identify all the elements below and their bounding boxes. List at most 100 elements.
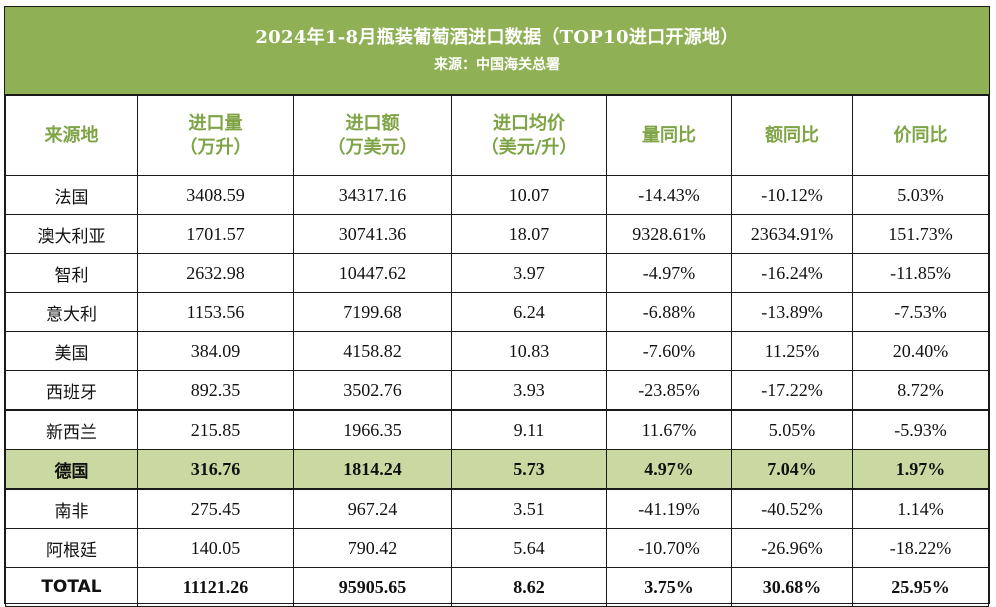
table-title: 2024年1-8月瓶装葡萄酒进口数据（TOP10进口开源地） bbox=[255, 27, 739, 48]
volume-yoy-cell: 11.67% bbox=[606, 409, 732, 450]
origin-cell: TOTAL bbox=[5, 567, 138, 607]
table-row: 澳大利亚 1701.57 30741.36 18.07 9328.61% 23634.91… bbox=[5, 214, 989, 254]
origin-cell: 澳大利亚 bbox=[5, 214, 138, 254]
table-row: 美国 384.09 4158.82 10.83 -7.60% 11.25% 20.40% bbox=[5, 331, 989, 371]
avg-price-cell: 8.62 bbox=[451, 567, 607, 607]
header-row: 来源地 进口量 （万升） 进口额 （万美元） 进口均价 （美元/升） 量同比 额同比 … bbox=[5, 95, 989, 176]
volume-yoy-cell: -7.60% bbox=[606, 331, 732, 371]
origin-cell: 西班牙 bbox=[5, 370, 138, 411]
origin-cell: 美国 bbox=[5, 331, 138, 371]
price-yoy-cell: 5.03% bbox=[852, 175, 989, 215]
value-yoy-cell: -13.89% bbox=[731, 292, 853, 332]
volume-cell: 3408.59 bbox=[137, 175, 294, 215]
total-row: TOTAL 11121.26 95905.65 8.62 3.75% 30.68% 25.9… bbox=[5, 567, 989, 607]
value-cell: 10447.62 bbox=[293, 253, 452, 293]
value-yoy-cell: 30.68% bbox=[731, 567, 853, 607]
value-cell: 4158.82 bbox=[293, 331, 452, 371]
avg-price-cell: 3.93 bbox=[451, 370, 607, 411]
price-yoy-cell: 8.72% bbox=[852, 370, 989, 411]
wine-import-table-frame: 2024年1-8月瓶装葡萄酒进口数据（TOP10进口开源地） 来源：中国海关总署… bbox=[4, 6, 990, 607]
volume-yoy-cell: -41.19% bbox=[606, 488, 732, 529]
value-yoy-cell: 7.04% bbox=[731, 449, 853, 490]
value-cell: 7199.68 bbox=[293, 292, 452, 332]
origin-cell: 新西兰 bbox=[5, 409, 138, 450]
table-row: 德国 316.76 1814.24 5.73 4.97% 7.04% 1.97% bbox=[5, 449, 989, 490]
avg-price-cell: 3.97 bbox=[451, 253, 607, 293]
volume-yoy-cell: 3.75% bbox=[606, 567, 732, 607]
table-row: 法国 3408.59 34317.16 10.07 -14.43% -10.12% 5.03… bbox=[5, 175, 989, 215]
volume-yoy-cell: -14.43% bbox=[606, 175, 732, 215]
origin-cell: 南非 bbox=[5, 488, 138, 529]
price-yoy-cell: -18.22% bbox=[852, 528, 989, 568]
price-yoy-cell: -7.53% bbox=[852, 292, 989, 332]
origin-cell: 智利 bbox=[5, 253, 138, 293]
value-cell: 34317.16 bbox=[293, 175, 452, 215]
col-header-value-yoy: 额同比 bbox=[731, 95, 853, 176]
value-yoy-cell: -40.52% bbox=[731, 488, 853, 529]
value-yoy-cell: -17.22% bbox=[731, 370, 853, 411]
price-yoy-cell: -5.93% bbox=[852, 409, 989, 450]
avg-price-cell: 3.51 bbox=[451, 488, 607, 529]
volume-cell: 11121.26 bbox=[137, 567, 294, 607]
value-cell: 1814.24 bbox=[293, 449, 452, 490]
volume-yoy-cell: -4.97% bbox=[606, 253, 732, 293]
volume-cell: 1701.57 bbox=[137, 214, 294, 254]
value-cell: 30741.36 bbox=[293, 214, 452, 254]
price-yoy-cell: 20.40% bbox=[852, 331, 989, 371]
volume-cell: 384.09 bbox=[137, 331, 294, 371]
value-cell: 790.42 bbox=[293, 528, 452, 568]
value-cell: 3502.76 bbox=[293, 370, 452, 411]
value-yoy-cell: 23634.91% bbox=[731, 214, 853, 254]
volume-yoy-cell: 9328.61% bbox=[606, 214, 732, 254]
volume-cell: 215.85 bbox=[137, 409, 294, 450]
col-header-avg-price: 进口均价 （美元/升） bbox=[451, 95, 607, 176]
import-data-table: 来源地 进口量 （万升） 进口额 （万美元） 进口均价 （美元/升） 量同比 额同比 … bbox=[5, 95, 989, 607]
origin-cell: 意大利 bbox=[5, 292, 138, 332]
value-yoy-cell: 11.25% bbox=[731, 331, 853, 371]
price-yoy-cell: -11.85% bbox=[852, 253, 989, 293]
col-header-volume-yoy: 量同比 bbox=[606, 95, 732, 176]
value-yoy-cell: 5.05% bbox=[731, 409, 853, 450]
avg-price-cell: 6.24 bbox=[451, 292, 607, 332]
table-body: 法国 3408.59 34317.16 10.07 -14.43% -10.12% 5.03… bbox=[5, 175, 989, 607]
volume-cell: 140.05 bbox=[137, 528, 294, 568]
volume-cell: 316.76 bbox=[137, 449, 294, 490]
origin-cell: 德国 bbox=[5, 449, 138, 490]
table-row: 南非 275.45 967.24 3.51 -41.19% -40.52% 1.14% bbox=[5, 488, 989, 529]
value-cell: 1966.35 bbox=[293, 409, 452, 450]
table-title-bar: 2024年1-8月瓶装葡萄酒进口数据（TOP10进口开源地） 来源：中国海关总署 bbox=[5, 7, 989, 95]
avg-price-cell: 10.83 bbox=[451, 331, 607, 371]
volume-cell: 2632.98 bbox=[137, 253, 294, 293]
volume-yoy-cell: -23.85% bbox=[606, 370, 732, 411]
avg-price-cell: 5.64 bbox=[451, 528, 607, 568]
avg-price-cell: 10.07 bbox=[451, 175, 607, 215]
volume-yoy-cell: -6.88% bbox=[606, 292, 732, 332]
table-row: 智利 2632.98 10447.62 3.97 -4.97% -16.24% -11.85… bbox=[5, 253, 989, 293]
volume-yoy-cell: 4.97% bbox=[606, 449, 732, 490]
data-source: 来源：中国海关总署 bbox=[434, 57, 560, 73]
table-row: 新西兰 215.85 1966.35 9.11 11.67% 5.05% -5.93% bbox=[5, 409, 989, 450]
value-cell: 95905.65 bbox=[293, 567, 452, 607]
volume-cell: 275.45 bbox=[137, 488, 294, 529]
value-yoy-cell: -10.12% bbox=[731, 175, 853, 215]
avg-price-cell: 9.11 bbox=[451, 409, 607, 450]
table-row: 意大利 1153.56 7199.68 6.24 -6.88% -13.89% -7.53% bbox=[5, 292, 989, 332]
price-yoy-cell: 25.95% bbox=[852, 567, 989, 607]
value-yoy-cell: -26.96% bbox=[731, 528, 853, 568]
table-row: 西班牙 892.35 3502.76 3.93 -23.85% -17.22% 8.72% bbox=[5, 370, 989, 411]
avg-price-cell: 5.73 bbox=[451, 449, 607, 490]
volume-yoy-cell: -10.70% bbox=[606, 528, 732, 568]
col-header-value: 进口额 （万美元） bbox=[293, 95, 452, 176]
origin-cell: 阿根廷 bbox=[5, 528, 138, 568]
volume-cell: 1153.56 bbox=[137, 292, 294, 332]
col-header-origin: 来源地 bbox=[5, 95, 138, 176]
col-header-price-yoy: 价同比 bbox=[852, 95, 989, 176]
volume-cell: 892.35 bbox=[137, 370, 294, 411]
avg-price-cell: 18.07 bbox=[451, 214, 607, 254]
value-yoy-cell: -16.24% bbox=[731, 253, 853, 293]
value-cell: 967.24 bbox=[293, 488, 452, 529]
col-header-volume: 进口量 （万升） bbox=[137, 95, 294, 176]
price-yoy-cell: 1.14% bbox=[852, 488, 989, 529]
price-yoy-cell: 151.73% bbox=[852, 214, 989, 254]
price-yoy-cell: 1.97% bbox=[852, 449, 989, 490]
